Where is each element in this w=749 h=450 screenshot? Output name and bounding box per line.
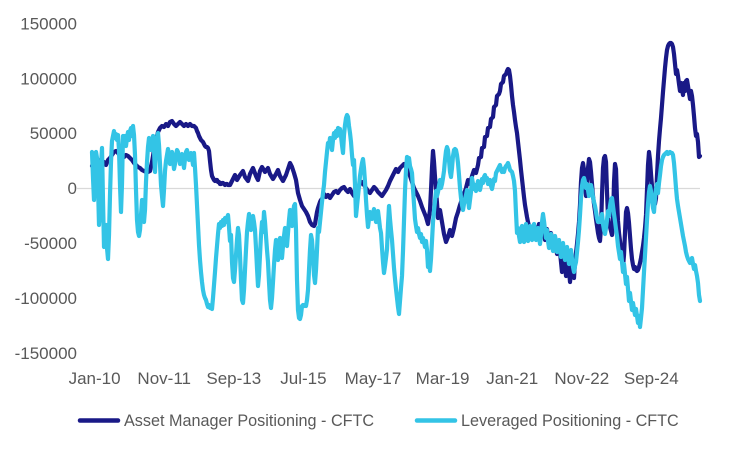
svg-text:Nov-22: Nov-22	[554, 369, 609, 388]
svg-text:50000: 50000	[30, 124, 77, 143]
svg-text:Mar-19: Mar-19	[416, 369, 470, 388]
svg-text:-150000: -150000	[15, 344, 77, 363]
svg-text:150000: 150000	[20, 14, 77, 33]
svg-text:100000: 100000	[20, 69, 77, 88]
svg-text:Nov-11: Nov-11	[137, 369, 191, 388]
svg-text:Jan-21: Jan-21	[486, 369, 538, 388]
svg-text:Sep-13: Sep-13	[206, 369, 261, 388]
svg-text:Asset Manager Positioning - CF: Asset Manager Positioning - CFTC	[124, 412, 374, 430]
svg-text:-50000: -50000	[24, 234, 77, 253]
svg-text:May-17: May-17	[345, 369, 402, 388]
svg-text:Sep-24: Sep-24	[624, 369, 679, 388]
svg-text:Leveraged Positioning - CFTC: Leveraged Positioning - CFTC	[461, 412, 679, 430]
svg-text:-100000: -100000	[15, 289, 77, 308]
svg-text:Jan-10: Jan-10	[69, 369, 121, 388]
svg-text:Jul-15: Jul-15	[280, 369, 326, 388]
svg-text:0: 0	[68, 179, 77, 198]
